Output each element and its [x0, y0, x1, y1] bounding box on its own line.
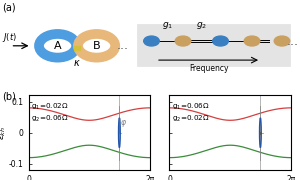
Text: $\kappa$: $\kappa$: [73, 58, 81, 68]
Text: g$_1$=0.02Ω: g$_1$=0.02Ω: [31, 101, 69, 112]
Text: g$_1$=0.06Ω: g$_1$=0.06Ω: [172, 101, 210, 112]
Text: Frequency: Frequency: [189, 64, 228, 73]
Text: ...: ...: [286, 35, 298, 48]
Text: $g_2$: $g_2$: [196, 20, 207, 31]
Text: $g_1$: $g_1$: [162, 20, 173, 31]
Text: g$_2$=0.06Ω: g$_2$=0.06Ω: [31, 113, 69, 123]
Text: g$_2$=0.02Ω: g$_2$=0.02Ω: [172, 113, 210, 123]
Text: $J(t)$: $J(t)$: [2, 31, 17, 44]
Circle shape: [274, 36, 290, 46]
Circle shape: [144, 36, 159, 46]
Text: $\varphi$: $\varphi$: [121, 118, 128, 129]
Text: ...: ...: [117, 39, 129, 52]
Circle shape: [244, 36, 260, 46]
Text: (b): (b): [2, 92, 16, 102]
Bar: [136, 24, 290, 66]
Bar: [74, 46, 80, 50]
Circle shape: [213, 36, 228, 46]
Text: (a): (a): [2, 3, 16, 13]
Text: B: B: [93, 41, 101, 51]
Y-axis label: $\varepsilon_{kh}$: $\varepsilon_{kh}$: [0, 126, 8, 140]
Text: A: A: [54, 41, 61, 51]
Circle shape: [175, 36, 191, 46]
